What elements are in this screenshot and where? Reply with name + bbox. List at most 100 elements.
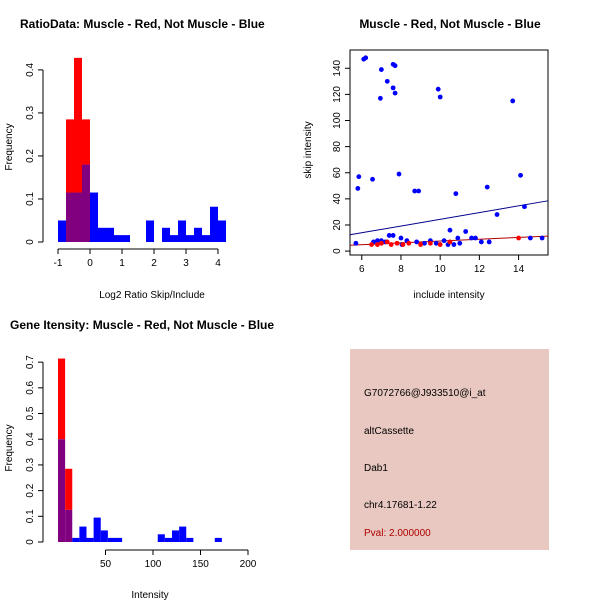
muscle-point bbox=[406, 240, 412, 246]
not-muscle-point bbox=[457, 240, 463, 246]
muscle-point bbox=[437, 242, 443, 247]
y-tick-label: 20 bbox=[332, 219, 343, 231]
info-panel: G7072766@J933510@i_at altCassette Dab1 c… bbox=[350, 349, 549, 550]
muscle-point bbox=[375, 242, 380, 247]
gene-histogram-ylabel: Frequency bbox=[4, 424, 15, 471]
not-muscle-bar bbox=[58, 220, 66, 242]
muscle-point bbox=[388, 242, 394, 247]
x-tick-label: 100 bbox=[145, 559, 162, 570]
not-muscle-point bbox=[353, 240, 359, 246]
scatter-panel: Muscle - Red, Not Muscle - Blue include … bbox=[303, 17, 549, 301]
not-muscle-point bbox=[539, 235, 545, 241]
y-tick-label: 0.2 bbox=[25, 483, 36, 497]
y-tick-label: 0.1 bbox=[25, 192, 36, 206]
muscle-bar bbox=[74, 57, 82, 193]
not-muscle-bar bbox=[72, 537, 80, 542]
not-muscle-bar bbox=[170, 235, 178, 242]
muscle-point bbox=[369, 242, 374, 247]
not-muscle-point bbox=[378, 67, 384, 72]
scatter-xlabel: include intensity bbox=[413, 290, 484, 301]
not-muscle-bar bbox=[186, 235, 194, 242]
y-tick-label: 0.7 bbox=[25, 355, 36, 369]
not-muscle-bar bbox=[186, 537, 194, 542]
muscle-point bbox=[516, 235, 521, 241]
y-tick-label: 0 bbox=[25, 239, 36, 245]
x-tick-label: 50 bbox=[100, 559, 112, 570]
not-muscle-point bbox=[398, 235, 404, 241]
y-tick-label: 0.2 bbox=[25, 149, 36, 163]
x-tick-label: -1 bbox=[54, 258, 63, 269]
not-muscle-point bbox=[386, 233, 392, 238]
not-muscle-point bbox=[469, 235, 474, 241]
overlap-bar bbox=[65, 509, 73, 542]
x-tick-label: 4 bbox=[215, 258, 221, 269]
not-muscle-point bbox=[522, 204, 527, 210]
y-tick-label: 120 bbox=[332, 86, 343, 103]
scatter-title: Muscle - Red, Not Muscle - Blue bbox=[359, 17, 541, 31]
gene-name-text: Dab1 bbox=[364, 463, 388, 474]
not-muscle-point bbox=[390, 233, 396, 238]
gene-histogram-y-axis: 0 0.1 0.2 0.3 0.4 0.5 0.6 0.7 bbox=[25, 355, 44, 545]
x-tick-label: 8 bbox=[398, 264, 404, 275]
not-muscle-point bbox=[453, 191, 459, 197]
not-muscle-point bbox=[463, 229, 469, 234]
not-muscle-point bbox=[396, 171, 402, 177]
ratio-histogram-ylabel: Frequency bbox=[4, 123, 15, 170]
not-muscle-point bbox=[441, 238, 447, 244]
y-tick-label: 0.5 bbox=[25, 406, 36, 420]
y-tick-label: 60 bbox=[332, 167, 343, 179]
muscle-point bbox=[427, 240, 433, 246]
not-muscle-point bbox=[414, 239, 420, 245]
not-muscle-bar bbox=[210, 206, 218, 242]
not-muscle-bar bbox=[107, 537, 115, 542]
not-muscle-point bbox=[377, 95, 383, 101]
muscle-point bbox=[384, 239, 390, 245]
not-muscle-point bbox=[392, 90, 398, 96]
event-type-text: altCassette bbox=[364, 426, 414, 437]
not-muscle-bar bbox=[100, 530, 108, 542]
y-tick-label: 80 bbox=[332, 141, 343, 153]
overlap-bar bbox=[66, 192, 74, 242]
y-tick-label: 0.6 bbox=[25, 380, 36, 394]
info-box-background bbox=[350, 349, 549, 550]
not-muscle-bar bbox=[194, 227, 202, 242]
not-muscle-point bbox=[455, 235, 461, 241]
not-muscle-bar bbox=[93, 517, 101, 542]
not-muscle-point bbox=[527, 235, 533, 241]
overlap-bar bbox=[82, 164, 90, 242]
y-tick-label: 0 bbox=[332, 248, 343, 254]
gene-histogram-xlabel: Intensity bbox=[131, 590, 168, 600]
not-muscle-point bbox=[451, 242, 457, 247]
y-tick-label: 0.3 bbox=[25, 106, 36, 120]
not-muscle-bar bbox=[157, 534, 165, 542]
not-muscle-point bbox=[518, 172, 523, 178]
not-muscle-bar bbox=[146, 220, 154, 242]
not-muscle-bar bbox=[178, 220, 186, 242]
not-muscle-point bbox=[486, 239, 492, 245]
gene-histogram-panel: Gene Itensity: Muscle - Red, Not Muscle … bbox=[4, 318, 274, 600]
muscle-point bbox=[447, 239, 453, 245]
scatter-plot-frame bbox=[349, 49, 549, 256]
not-muscle-bar bbox=[202, 235, 210, 242]
muscle-point bbox=[418, 242, 423, 247]
not-muscle-point bbox=[478, 239, 484, 245]
not-muscle-point bbox=[416, 188, 422, 194]
not-muscle-point bbox=[422, 240, 427, 246]
y-tick-label: 140 bbox=[332, 60, 343, 77]
not-muscle-point bbox=[412, 188, 418, 194]
muscle-bar bbox=[82, 119, 90, 165]
x-tick-label: 14 bbox=[513, 264, 525, 275]
not-muscle-bar bbox=[79, 526, 87, 542]
not-muscle-point bbox=[447, 227, 453, 233]
x-tick-label: 1 bbox=[119, 258, 125, 269]
muscle-bar bbox=[65, 468, 73, 510]
ratio-histogram-x-axis: -1 0 1 2 3 4 bbox=[54, 248, 221, 269]
not-muscle-bar bbox=[122, 235, 130, 242]
x-tick-label: 12 bbox=[474, 264, 486, 275]
y-tick-label: 0.4 bbox=[25, 63, 36, 77]
location-text: chr4.17681-1.22 bbox=[364, 500, 437, 511]
ratio-histogram-y-axis: 0 0.1 0.2 0.3 0.4 bbox=[25, 63, 44, 245]
ratio-histogram-title: RatioData: Muscle - Red, Not Muscle - Bl… bbox=[20, 17, 265, 31]
overlap-bar bbox=[74, 192, 82, 242]
not-muscle-point bbox=[510, 98, 516, 104]
